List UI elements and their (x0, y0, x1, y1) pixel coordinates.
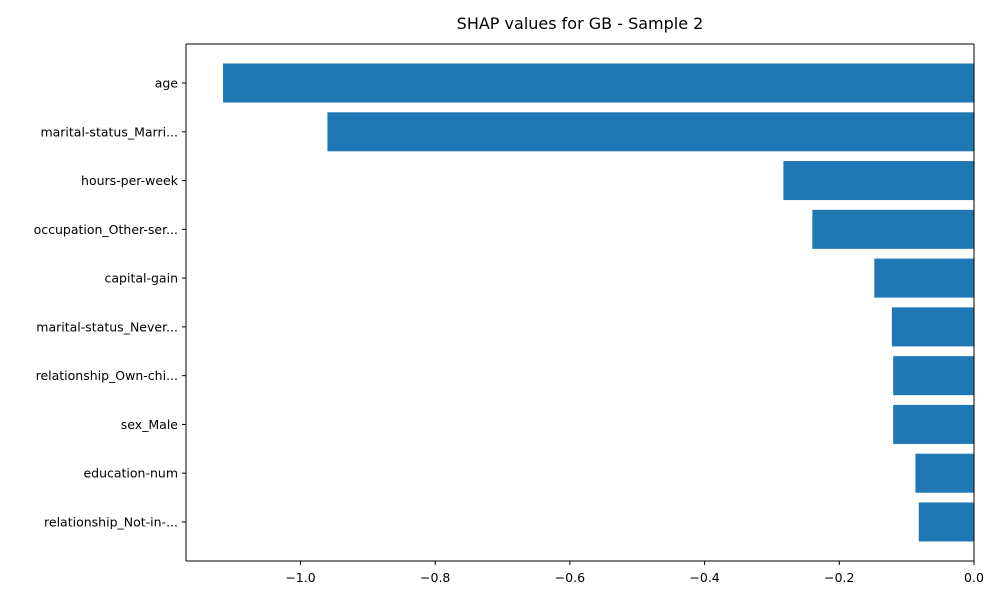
ticks-layer: age marital-status_Marri... hours-per-week… (34, 76, 984, 585)
x-tick-label-3: −0.4 (689, 570, 719, 585)
axes-layer (185, 43, 975, 562)
bar-5 (891, 307, 974, 347)
y-tick-label-8: education-num (83, 466, 178, 481)
bar-8 (915, 453, 974, 493)
bar-9 (918, 502, 974, 542)
x-tick-label-1: −0.8 (420, 570, 450, 585)
y-tick-label-3: occupation_Other-ser... (34, 222, 178, 237)
y-tick-label-7: sex_Male (121, 417, 179, 432)
y-tick-label-6: relationship_Own-chi... (36, 368, 178, 383)
x-tick-label-0: −1.0 (285, 570, 315, 585)
x-tick-label-4: −0.2 (824, 570, 854, 585)
y-tick-label-5: marital-status_Never... (36, 319, 178, 334)
bar-4 (874, 258, 974, 298)
y-tick-label-0: age (155, 76, 179, 91)
y-tick-label-2: hours-per-week (81, 173, 179, 188)
x-tick-label-5: 0.0 (964, 570, 984, 585)
bars-layer (223, 63, 975, 542)
y-tick-label-1: marital-status_Marri... (40, 124, 178, 139)
x-tick-label-2: −0.6 (555, 570, 585, 585)
bar-2 (783, 161, 974, 201)
y-tick-label-9: relationship_Not-in-... (44, 514, 178, 529)
y-tick-label-4: capital-gain (105, 271, 178, 286)
bar-6 (893, 356, 974, 396)
bar-3 (812, 209, 974, 249)
bar-0 (223, 63, 975, 103)
chart-title: SHAP values for GB - Sample 2 (457, 14, 704, 33)
bar-1 (327, 112, 974, 152)
bar-7 (893, 404, 974, 444)
